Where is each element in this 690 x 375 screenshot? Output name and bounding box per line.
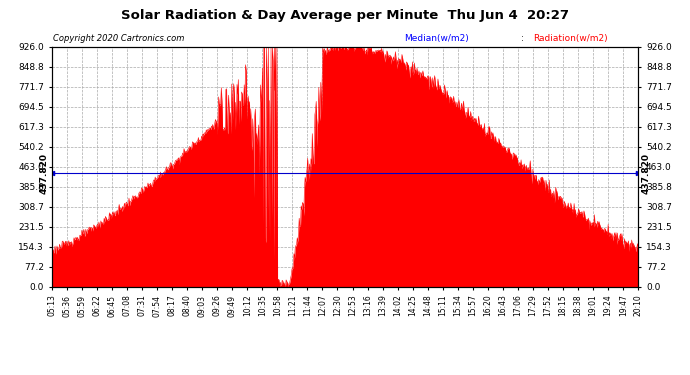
Text: Copyright 2020 Cartronics.com: Copyright 2020 Cartronics.com: [53, 34, 184, 43]
Text: Radiation(w/m2): Radiation(w/m2): [533, 34, 607, 43]
Text: Median(w/m2): Median(w/m2): [404, 34, 469, 43]
Text: Solar Radiation & Day Average per Minute  Thu Jun 4  20:27: Solar Radiation & Day Average per Minute…: [121, 9, 569, 22]
Text: 437.820: 437.820: [40, 153, 49, 194]
Text: :: :: [521, 34, 526, 43]
Text: 437.820: 437.820: [641, 153, 650, 194]
